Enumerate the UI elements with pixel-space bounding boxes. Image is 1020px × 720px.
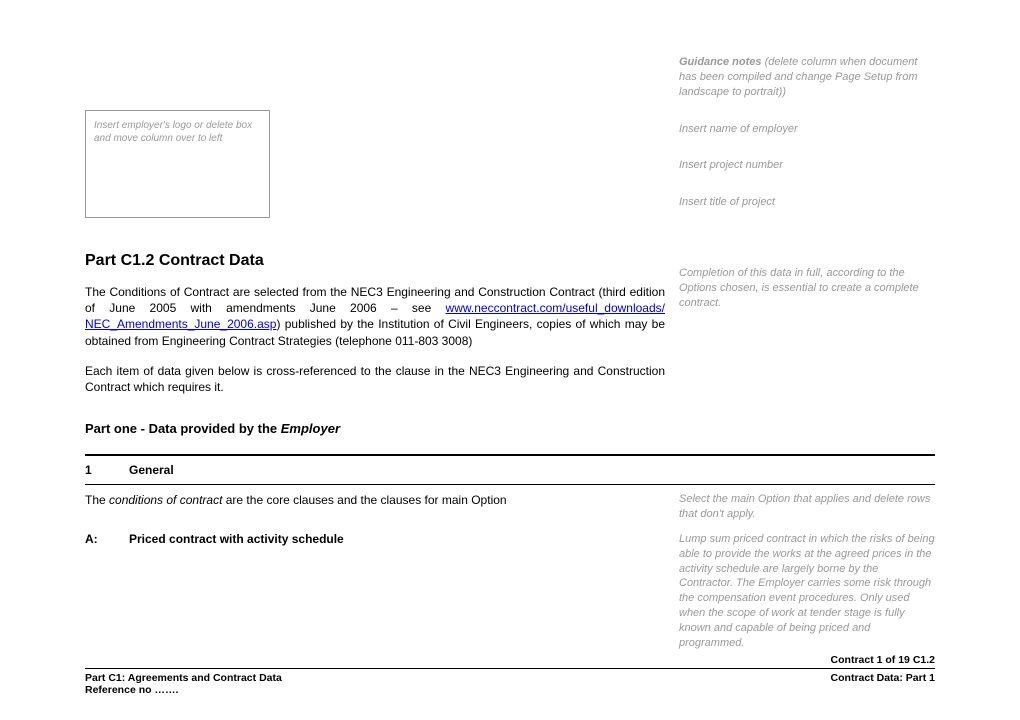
logo-placeholder-text: Insert employer's logo or delete box and… <box>94 120 252 144</box>
footer-right: Contract Data: Part 1 <box>831 672 935 684</box>
intro-left: Part C1.2 Contract Data The Conditions o… <box>85 226 665 454</box>
part-one-heading: Part one - Data provided by the Employer <box>85 421 665 436</box>
intro-paragraph-1: The Conditions of Contract are selected … <box>85 284 665 349</box>
footer-reference: Reference no ……. <box>85 684 935 696</box>
clause-italic: conditions of contract <box>109 493 222 507</box>
guidance-column: Guidance notes (delete column when docum… <box>679 55 935 218</box>
part-one-b: Employer <box>281 421 340 436</box>
option-a-code: A: <box>85 532 129 651</box>
guidance-option-a-note: Lump sum priced contract in which the ri… <box>679 532 935 651</box>
guidance-completion-note: Completion of this data in full, accordi… <box>679 266 935 311</box>
guidance-header: Guidance notes (delete column when docum… <box>679 55 935 100</box>
guidance-project-title: Insert title of project <box>679 195 935 210</box>
footer-part: Part C1: Agreements and Contract Data <box>85 672 282 684</box>
option-a-left: A: Priced contract with activity schedul… <box>85 532 665 651</box>
intro-paragraph-2: Each item of data given below is cross-r… <box>85 363 665 395</box>
footer-page-indicator: Contract 1 of 19 C1.2 <box>85 654 935 668</box>
clause-prefix: The <box>85 493 109 507</box>
part-one-a: Part one - Data provided by the <box>85 421 281 436</box>
footer-line-1: Part C1: Agreements and Contract Data Co… <box>85 672 935 684</box>
nec-link[interactable]: www.neccontract.com/useful_downloads/ <box>446 301 665 315</box>
guidance-employer-name: Insert name of employer <box>679 122 935 137</box>
guidance-header-bold: Guidance notes <box>679 56 762 68</box>
logo-placeholder-box: Insert employer's logo or delete box and… <box>85 110 270 218</box>
footer-bar: Part C1: Agreements and Contract Data Co… <box>85 668 935 696</box>
section-1-title: General <box>129 463 174 477</box>
logo-column: Insert employer's logo or delete box and… <box>85 55 665 218</box>
intro-region: Part C1.2 Contract Data The Conditions o… <box>85 226 935 454</box>
clause-suffix: are the core clauses and the clauses for… <box>222 493 506 507</box>
guidance-project-number: Insert project number <box>679 158 935 173</box>
nec-link-2[interactable]: NEC_Amendments_June_2006.asp <box>85 317 276 331</box>
section-1-num: 1 <box>85 463 129 477</box>
guidance-option-select: Select the main Option that applies and … <box>679 492 935 522</box>
clause-row: The conditions of contract are the core … <box>85 485 935 528</box>
page-title: Part C1.2 Contract Data <box>85 252 665 270</box>
option-a-row: A: Priced contract with activity schedul… <box>85 528 935 651</box>
intro-right: Completion of this data in full, accordi… <box>679 226 935 454</box>
option-a-desc: Priced contract with activity schedule <box>129 532 344 651</box>
section-1-header: 1 General <box>85 456 935 484</box>
clause-text: The conditions of contract are the core … <box>85 492 665 522</box>
page-footer: Contract 1 of 19 C1.2 Part C1: Agreement… <box>85 654 935 696</box>
header-region: Insert employer's logo or delete box and… <box>85 55 935 218</box>
